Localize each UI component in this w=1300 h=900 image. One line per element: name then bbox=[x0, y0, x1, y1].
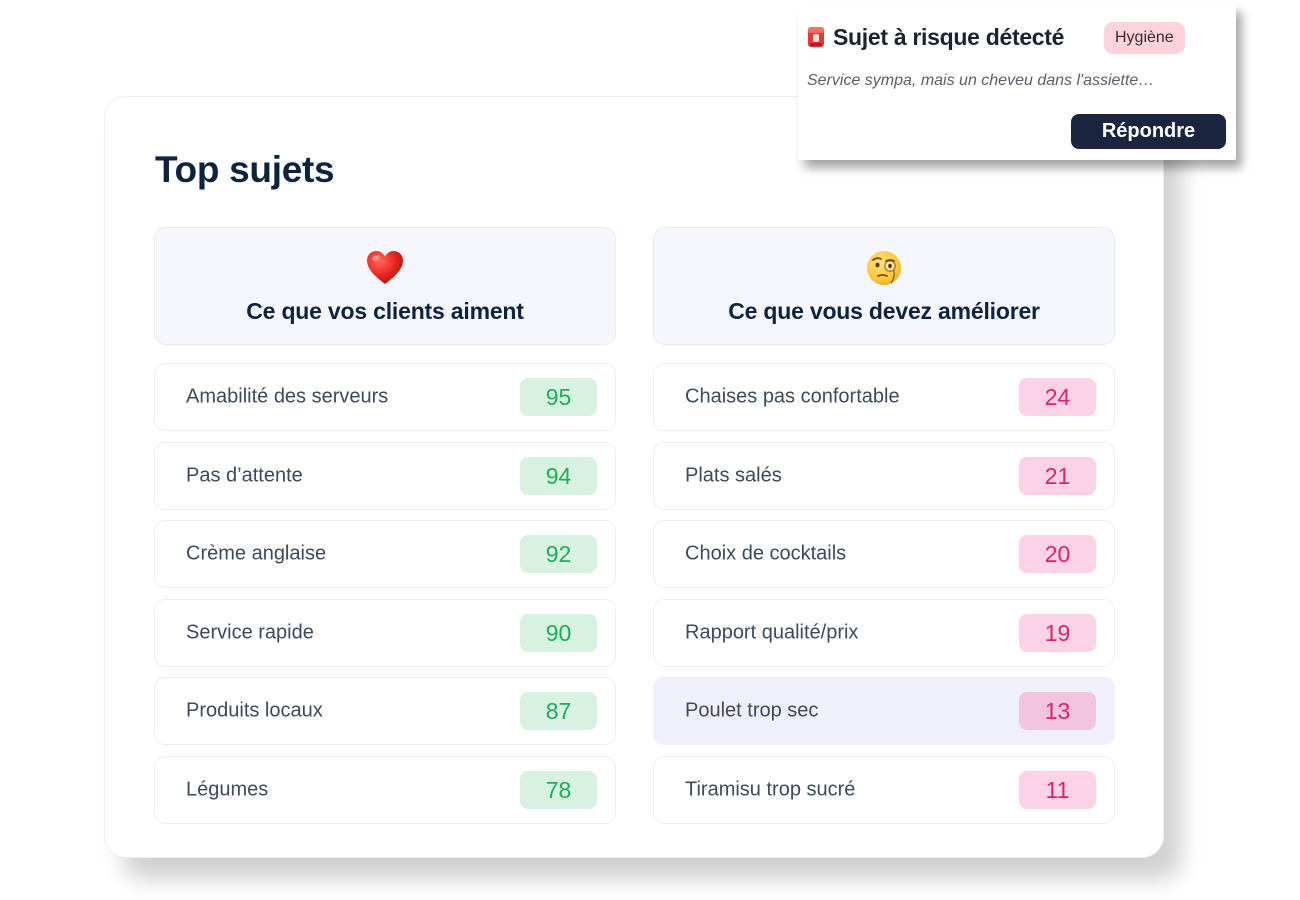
risk-alert-popup: Sujet à risque détecté Hygiène Service s… bbox=[798, 4, 1236, 160]
improve-column: Ce que vous devez améliorer Chaises pas … bbox=[653, 227, 1115, 834]
topic-score-badge: 78 bbox=[520, 770, 597, 809]
topic-label: Pas d’attente bbox=[186, 464, 303, 486]
topic-score-badge: 21 bbox=[1019, 456, 1096, 495]
likes-row[interactable]: Crème anglaise 92 bbox=[154, 520, 616, 588]
improve-title: Ce que vous devez améliorer bbox=[728, 298, 1040, 324]
topic-score-badge: 92 bbox=[520, 535, 597, 573]
improve-row[interactable]: Plats salés 21 bbox=[653, 441, 1115, 510]
category-badge: Hygiène bbox=[1104, 22, 1185, 54]
likes-row[interactable]: Légumes 78 bbox=[154, 755, 616, 824]
topic-score-badge: 94 bbox=[520, 456, 597, 495]
improve-row[interactable]: Chaises pas confortable 24 bbox=[653, 363, 1115, 431]
likes-row[interactable]: Service rapide 90 bbox=[154, 598, 616, 667]
improve-row[interactable]: Tiramisu trop sucré 11 bbox=[653, 755, 1115, 824]
improve-row-highlighted[interactable]: Poulet trop sec 13 bbox=[653, 677, 1115, 745]
topic-label: Crème anglaise bbox=[186, 542, 327, 565]
topic-score-badge: 11 bbox=[1019, 770, 1096, 809]
topic-label: Rapport qualité/prix bbox=[685, 621, 859, 643]
topic-label: Amabilité des serveurs bbox=[186, 385, 389, 408]
topic-label: Poulet trop sec bbox=[685, 699, 819, 722]
likes-column: Ce que vos clients aiment Amabilité des … bbox=[154, 227, 616, 834]
review-excerpt: Service sympa, mais un cheveu dans l'ass… bbox=[807, 72, 1155, 89]
likes-title: Ce que vos clients aiment bbox=[246, 298, 524, 324]
card-title: Top sujets bbox=[155, 149, 335, 190]
topic-score-badge: 95 bbox=[520, 378, 597, 416]
improve-list: Chaises pas confortable 24 Plats salés 2… bbox=[653, 363, 1115, 824]
improve-header: Ce que vous devez améliorer bbox=[653, 227, 1115, 345]
topic-score-badge: 13 bbox=[1019, 692, 1096, 730]
topic-score-badge: 19 bbox=[1019, 613, 1096, 652]
likes-row[interactable]: Amabilité des serveurs 95 bbox=[154, 363, 616, 431]
heart-icon bbox=[367, 251, 403, 284]
top-topics-card: Top sujets Ce que vos clients aiment bbox=[104, 96, 1164, 858]
topic-label: Légumes bbox=[186, 778, 269, 800]
likes-row[interactable]: Produits locaux 87 bbox=[154, 677, 616, 745]
likes-row[interactable]: Pas d’attente 94 bbox=[154, 441, 616, 510]
alert-title: Sujet à risque détecté bbox=[833, 24, 1065, 50]
topic-label: Service rapide bbox=[186, 621, 314, 643]
topic-score-badge: 20 bbox=[1019, 535, 1096, 573]
topic-score-badge: 90 bbox=[520, 613, 597, 652]
topic-label: Choix de cocktails bbox=[685, 542, 847, 565]
reply-button[interactable]: Répondre bbox=[1071, 114, 1226, 149]
topic-label: Tiramisu trop sucré bbox=[685, 778, 856, 800]
improve-row[interactable]: Choix de cocktails 20 bbox=[653, 520, 1115, 588]
topic-score-badge: 24 bbox=[1019, 378, 1096, 416]
likes-header: Ce que vos clients aiment bbox=[154, 227, 616, 345]
likes-list: Amabilité des serveurs 95 Pas d’attente … bbox=[154, 363, 616, 824]
topic-label: Chaises pas confortable bbox=[685, 385, 900, 408]
alert-siren-icon bbox=[808, 27, 824, 47]
improve-row[interactable]: Rapport qualité/prix 19 bbox=[653, 598, 1115, 667]
monocle-face-icon bbox=[867, 251, 901, 285]
topic-label: Produits locaux bbox=[186, 699, 323, 722]
topic-label: Plats salés bbox=[685, 464, 782, 486]
topic-score-badge: 87 bbox=[520, 692, 597, 730]
